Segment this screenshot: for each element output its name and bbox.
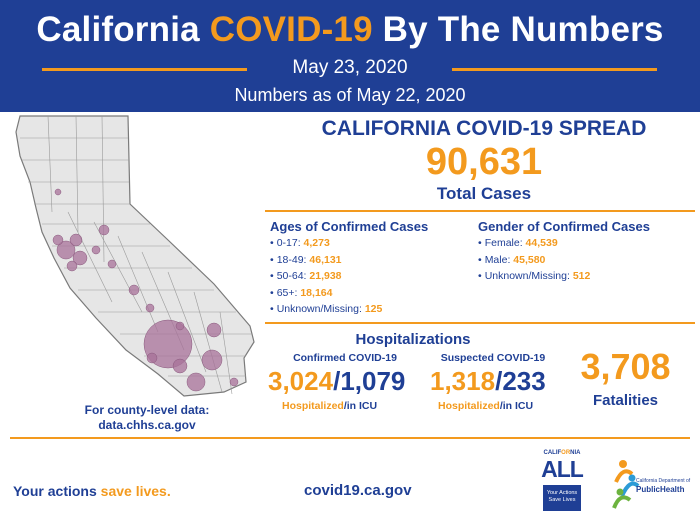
list-item: • 50-64: 21,938 — [270, 270, 342, 282]
bubble-bay-area-5 — [66, 260, 78, 272]
bubble-central-2 — [91, 245, 101, 255]
cdph-figures-icon — [612, 460, 640, 509]
bubble-ventura — [146, 352, 158, 364]
bubble-bay-area-1 — [56, 240, 76, 260]
bubble-north — [54, 188, 62, 196]
list-item: • 18-49: 46,131 — [270, 253, 342, 266]
bubble-orange — [172, 358, 188, 374]
title-accent: COVID-19 — [209, 10, 373, 49]
bubble-bay-area-4 — [52, 234, 64, 246]
county-borders — [20, 115, 252, 395]
bubble-riverside — [201, 349, 223, 371]
footer-divider — [10, 437, 690, 439]
confirmed-caption: Hospitalized/in ICU — [282, 400, 378, 412]
list-item: • Male: 45,580 — [478, 253, 546, 266]
cdph-department-text: California Department of — [636, 478, 691, 484]
bubble-san-diego — [186, 372, 206, 392]
list-item: • Female: 44,539 — [478, 237, 558, 249]
california-county-map — [15, 115, 255, 397]
county-data-link[interactable]: data.chhs.ca.gov — [98, 418, 196, 432]
list-item: • Unknown/Missing: 512 — [478, 270, 591, 282]
county-note-line1: For county-level data: — [84, 403, 210, 417]
ages-list: • 0-17: 4,273 • 18-49: 46,131 • 50-64: 21,9… — [270, 235, 382, 318]
ages-title: Ages of Confirmed Cases — [270, 219, 429, 234]
section-divider — [265, 210, 695, 212]
divider-right — [452, 68, 657, 71]
bubble-san-bernardino — [206, 322, 222, 338]
numbers-as-of: Numbers as of May 22, 2020 — [234, 85, 466, 105]
suspected-numbers: 1,318/233 — [430, 366, 546, 396]
fatalities-value: 3,708 — [580, 346, 671, 387]
list-item: • 0-17: 4,273 — [270, 237, 330, 249]
title-text-2: By The Numbers — [372, 10, 664, 49]
bubble-sacramento — [98, 224, 110, 236]
title-text-1: California — [36, 10, 210, 49]
gender-title: Gender of Confirmed Cases — [478, 219, 650, 234]
ca-all-logo-word: ALL — [541, 456, 584, 482]
spread-title: CALIFORNIA COVID-19 SPREAD — [321, 117, 647, 140]
page-title: California COVID-19 By The Numbers — [0, 10, 700, 50]
bubble-imperial — [229, 377, 239, 387]
bubble-central-1 — [107, 259, 117, 269]
ca-all-logo-box: Your Actions Save Lives — [543, 485, 581, 511]
ca-all-logo-top: CALIFORNIA — [543, 450, 581, 456]
confirmed-icu-value: 1,079 — [340, 366, 406, 396]
fatalities-label: Fatalities — [592, 392, 659, 409]
divider-left — [42, 68, 247, 71]
california-all-logo: CALIFORNIA ALL Your Actions Save Lives — [537, 450, 587, 512]
confirmed-hospitalized-value: 3,024 — [268, 366, 334, 396]
suspected-icu-value: 233 — [502, 366, 546, 396]
bubble-fresno — [128, 284, 140, 296]
gender-list: • Female: 44,539 • Male: 45,580 • Unknown/M… — [478, 235, 590, 285]
cdph-name: PublicHealth — [636, 485, 685, 494]
suspected-title: Suspected COVID-19 — [440, 352, 546, 364]
bubble-kern — [175, 321, 185, 331]
list-item: • 65+: 18,164 — [270, 286, 333, 299]
hospitalizations-title: Hospitalizations — [355, 331, 471, 348]
confirmed-title: Confirmed COVID-19 — [293, 352, 397, 364]
case-bubbles — [52, 188, 239, 392]
list-item: • Unknown/Missing: 125 — [270, 303, 383, 315]
confirmed-numbers: 3,024/1,079 — [268, 366, 406, 396]
total-cases-value: 90,631 — [425, 141, 543, 183]
bubble-bay-area-3 — [72, 250, 88, 266]
california-outline — [15, 115, 255, 397]
cdph-logo: California Department of PublicHealth — [612, 452, 697, 512]
header-banner: California COVID-19 By The Numbers May 2… — [0, 0, 700, 112]
county-data-note: For county-level data: data.chhs.ca.gov — [62, 403, 232, 433]
report-date: May 23, 2020 — [292, 57, 408, 78]
bubble-bay-area-2 — [69, 233, 83, 247]
bubble-tulare — [145, 303, 155, 313]
suspected-hospitalized-value: 1,318 — [430, 366, 496, 396]
section-divider — [265, 322, 695, 324]
total-cases-label: Total Cases — [436, 184, 532, 203]
tagline: Your actions save lives. — [13, 483, 171, 499]
suspected-caption: Hospitalized/in ICU — [438, 400, 534, 412]
website-link[interactable]: covid19.ca.gov — [304, 482, 412, 499]
